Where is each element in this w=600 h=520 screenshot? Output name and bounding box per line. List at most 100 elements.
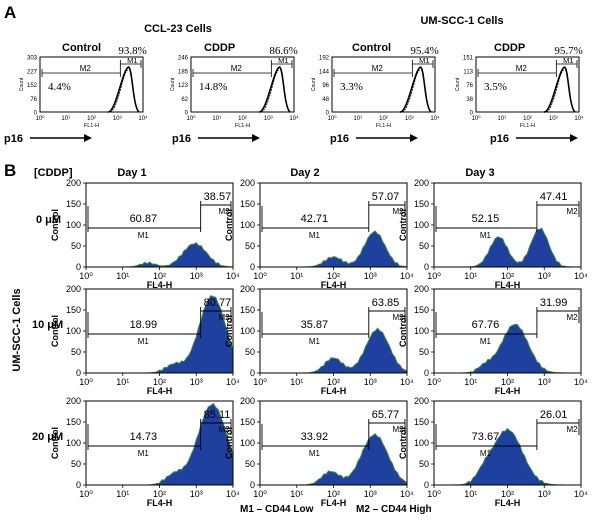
plot-b-xlabel: FL4-H [147,386,173,396]
plot-a-xlabel: FL1-H [84,123,99,129]
plot-b-ylabel: Control [50,427,60,459]
plot-b-ytick: 150 [414,305,429,315]
plot-a-ytick: 76 [30,97,37,103]
plot-b-xtick: 10⁴ [226,377,240,387]
gate-m1-label: M1 [138,449,150,458]
plot-b-xtick: 10⁴ [226,271,240,281]
gate-m1-label: M1 [138,231,150,240]
plot-a-ytick: 123 [178,83,189,89]
plot-b-ytick: 200 [66,284,81,294]
plot-b-ytick: 200 [414,178,429,188]
gate-m2-value: 26.01 [540,409,568,421]
histogram-curve-dashed [401,69,420,113]
gate-m1-label: M1 [138,337,150,346]
panel-a-group-title-umscc1: UM-SCC-1 Cells [420,15,503,27]
concentration-label-10: 10 μM [32,319,63,331]
plot-b-xtick: 10⁴ [574,271,588,281]
plot-a-ytick: 0 [34,111,38,117]
gate-m2-label: M2 [566,207,578,216]
plot-b-ytick: 150 [240,417,255,427]
plot-b-ytick: 150 [414,199,429,209]
plot-b-xtick: 10¹ [464,377,477,387]
plot-b-xtick: 10⁴ [226,489,240,499]
gate-m2-label: M2 [372,64,384,73]
gate-m1-value: 60.87 [130,213,158,225]
gate-m1-label: M1 [309,231,321,240]
plot-b-xtick: 10² [501,489,514,499]
plot-b-xlabel: FL4-H [495,498,521,508]
plot-b-xtick: 10¹ [116,377,129,387]
plot-a-ytick: 76 [466,83,473,89]
plot-b-xtick: 10² [501,271,514,281]
gate-m2-label: M2 [218,313,230,322]
gate-m1-value: 67.76 [472,319,500,331]
plot-a-title: Control [62,42,101,54]
plot-b-xtick: 10² [153,489,166,499]
plot-a-ylabel: Count [311,77,317,91]
plot-a-title: CDDP [204,42,235,54]
gate-m2-label: M2 [566,425,578,434]
flow-plot-b-r1-c3: 200 150 100 50 0 Control 10⁰ 10¹ 10² 10³ 10⁴ FL4-H 5… [398,178,588,290]
plot-b-xtick: 10³ [538,271,551,281]
plot-b-ytick: 50 [419,347,429,357]
gate-m1-label: M1 [278,56,288,65]
gate-m2-label: M2 [80,64,92,73]
plot-b-xtick: 10¹ [116,489,129,499]
plot-b-xtick: 10⁰ [79,377,93,387]
plot-a-xtick: 10⁰ [327,115,337,122]
flow-plot-b-r2-c1: 200 150 100 50 0 Control 10⁰ 10¹ 10² 10³ 10⁴ FL4-H 1… [50,284,240,396]
plot-b-xtick: 10² [327,489,340,499]
gate-m1-percent: 95.4% [410,45,438,57]
plot-b-xtick: 10¹ [290,489,303,499]
plot-b-ytick: 50 [245,459,255,469]
plot-b-ytick: 50 [245,347,255,357]
plot-b-xtick: 10³ [364,489,377,499]
plot-a-frame [331,56,436,113]
plot-b-ylabel: Control [224,315,234,347]
plot-b-ytick: 100 [240,220,255,230]
plot-a-ytick: 48 [322,97,329,103]
plot-a-xtick: 10⁴ [574,115,584,122]
plot-a-ytick: 185 [178,69,189,75]
gate-m2-label: M2 [218,207,230,216]
plot-b-xtick: 10⁰ [79,489,93,499]
legend-m1: M1 – CD44 Low [240,504,314,515]
gate-m1-label: M1 [480,231,492,240]
plot-a-xtick: 10¹ [497,116,506,122]
gate-m2-label: M2 [392,207,404,216]
panel-a-plots: Control 303 227 152 76 0 Count 10⁰ 10¹ 10² 10³ 10⁴ F… [4,42,584,145]
gate-m1-label: M1 [419,56,429,65]
plot-b-ytick: 0 [424,480,429,490]
plot-a-xtick: 10³ [264,116,273,122]
flow-plot-a-1: Control 303 227 152 76 0 Count 10⁰ 10¹ 10² 10³ 10⁴ F… [19,42,148,129]
histogram-curve-dashed [109,69,128,113]
gate-m1-value: 33.92 [301,431,329,443]
gate-m2-percent: 4.4% [48,81,71,93]
plot-a-ytick: 246 [178,56,189,62]
plot-b-ylabel: Control [398,427,408,459]
plot-a-ytick: 0 [185,111,189,117]
plot-b-ylabel: Control [398,315,408,347]
plot-b-ytick: 150 [240,199,255,209]
plot-a-ytick: 38 [466,97,473,103]
plot-a-xtick: 10¹ [61,116,70,122]
plot-a-ytick: 96 [322,83,329,89]
plot-b-xlabel: FL4-H [495,386,521,396]
plot-b-xtick: 10¹ [290,377,303,387]
plot-b-ytick: 200 [240,284,255,294]
plot-b-ylabel: Control [398,209,408,241]
gate-m1-value: 42.71 [301,213,329,225]
plot-b-ytick: 50 [245,241,255,251]
plot-a-ytick: 192 [319,56,330,62]
gate-m2-label: M2 [392,425,404,434]
flow-plot-b-r1-c2: 200 150 100 50 0 Control 10⁰ 10¹ 10² 10³ 10⁴ FL4-H 4… [224,178,414,290]
plot-a-ylabel: Count [19,77,25,91]
concentration-label-0: 0 μM [36,214,61,226]
plot-b-xlabel: FL4-H [147,280,173,290]
plot-b-xtick: 10² [153,271,166,281]
plot-a-xtick: 10¹ [353,116,362,122]
gate-m1-label: M1 [480,449,492,458]
plot-b-xtick: 10⁴ [574,377,588,387]
gate-m2-percent: 14.8% [199,81,227,93]
histogram-curve [107,66,140,113]
